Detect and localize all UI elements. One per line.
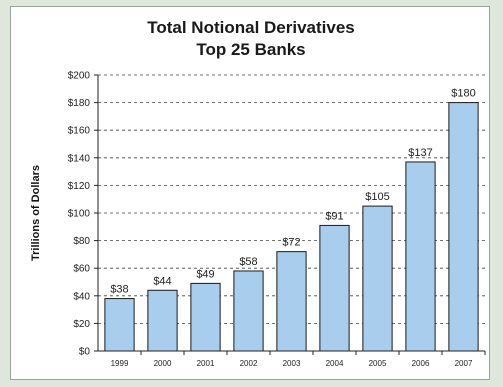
bar	[362, 205, 393, 352]
data-label: $38	[110, 284, 128, 296]
y-tick-label: $140	[68, 153, 91, 164]
x-tick-label: 2001	[197, 359, 215, 368]
x-tick-label: 2000	[154, 359, 172, 368]
x-tick-label: 2004	[326, 359, 344, 368]
x-tick-label: 2005	[369, 359, 387, 368]
x-tick-label: 2006	[412, 359, 430, 368]
chart-title-line-2: Top 25 Banks	[196, 40, 306, 59]
data-label: $91	[325, 210, 343, 222]
bar	[190, 282, 221, 352]
y-tick-label: $180	[68, 98, 91, 109]
data-label: $49	[196, 268, 214, 280]
y-tick-label: $80	[73, 236, 90, 247]
bar	[319, 224, 350, 352]
x-tick-label: 1999	[111, 359, 129, 368]
y-axis-label: Trillions of Dollars	[30, 165, 42, 261]
y-tick-label: $40	[73, 291, 90, 302]
bar-chart: Trillions of Dollars $0$20$40$60$80$100$…	[30, 71, 486, 369]
y-tick-label: $120	[68, 181, 91, 192]
data-label: $72	[282, 237, 300, 249]
y-tick-label: $0	[79, 347, 91, 358]
bars	[104, 102, 479, 352]
x-tick-label: 2002	[240, 359, 258, 368]
bar	[104, 298, 135, 352]
y-tick-label: $100	[68, 209, 91, 220]
data-label: $137	[408, 147, 432, 159]
chart-panel: Total Notional Derivatives Top 25 Banks …	[10, 6, 490, 380]
x-tick-label: 2007	[455, 359, 473, 368]
labels: $0 $20 $40 $60 $80 $100 $120 $140 $160 $180 $200 19…	[68, 71, 476, 369]
bar	[405, 161, 436, 352]
bar	[233, 270, 264, 352]
bar	[276, 251, 307, 352]
y-tick-label: $60	[73, 264, 90, 275]
chart-title: Total Notional Derivatives Top 25 Banks	[11, 17, 491, 61]
data-label: $44	[153, 275, 171, 287]
data-label: $180	[451, 88, 475, 100]
data-label: $58	[239, 256, 257, 268]
chart-title-line-1: Total Notional Derivatives	[147, 18, 355, 37]
bar	[147, 289, 178, 352]
bar	[448, 102, 479, 352]
axes	[94, 74, 486, 355]
y-tick-label: $160	[68, 126, 91, 137]
data-label: $105	[365, 191, 389, 203]
y-tick-label: $200	[68, 71, 91, 82]
x-tick-label: 2003	[283, 359, 301, 368]
y-tick-label: $20	[73, 319, 90, 330]
